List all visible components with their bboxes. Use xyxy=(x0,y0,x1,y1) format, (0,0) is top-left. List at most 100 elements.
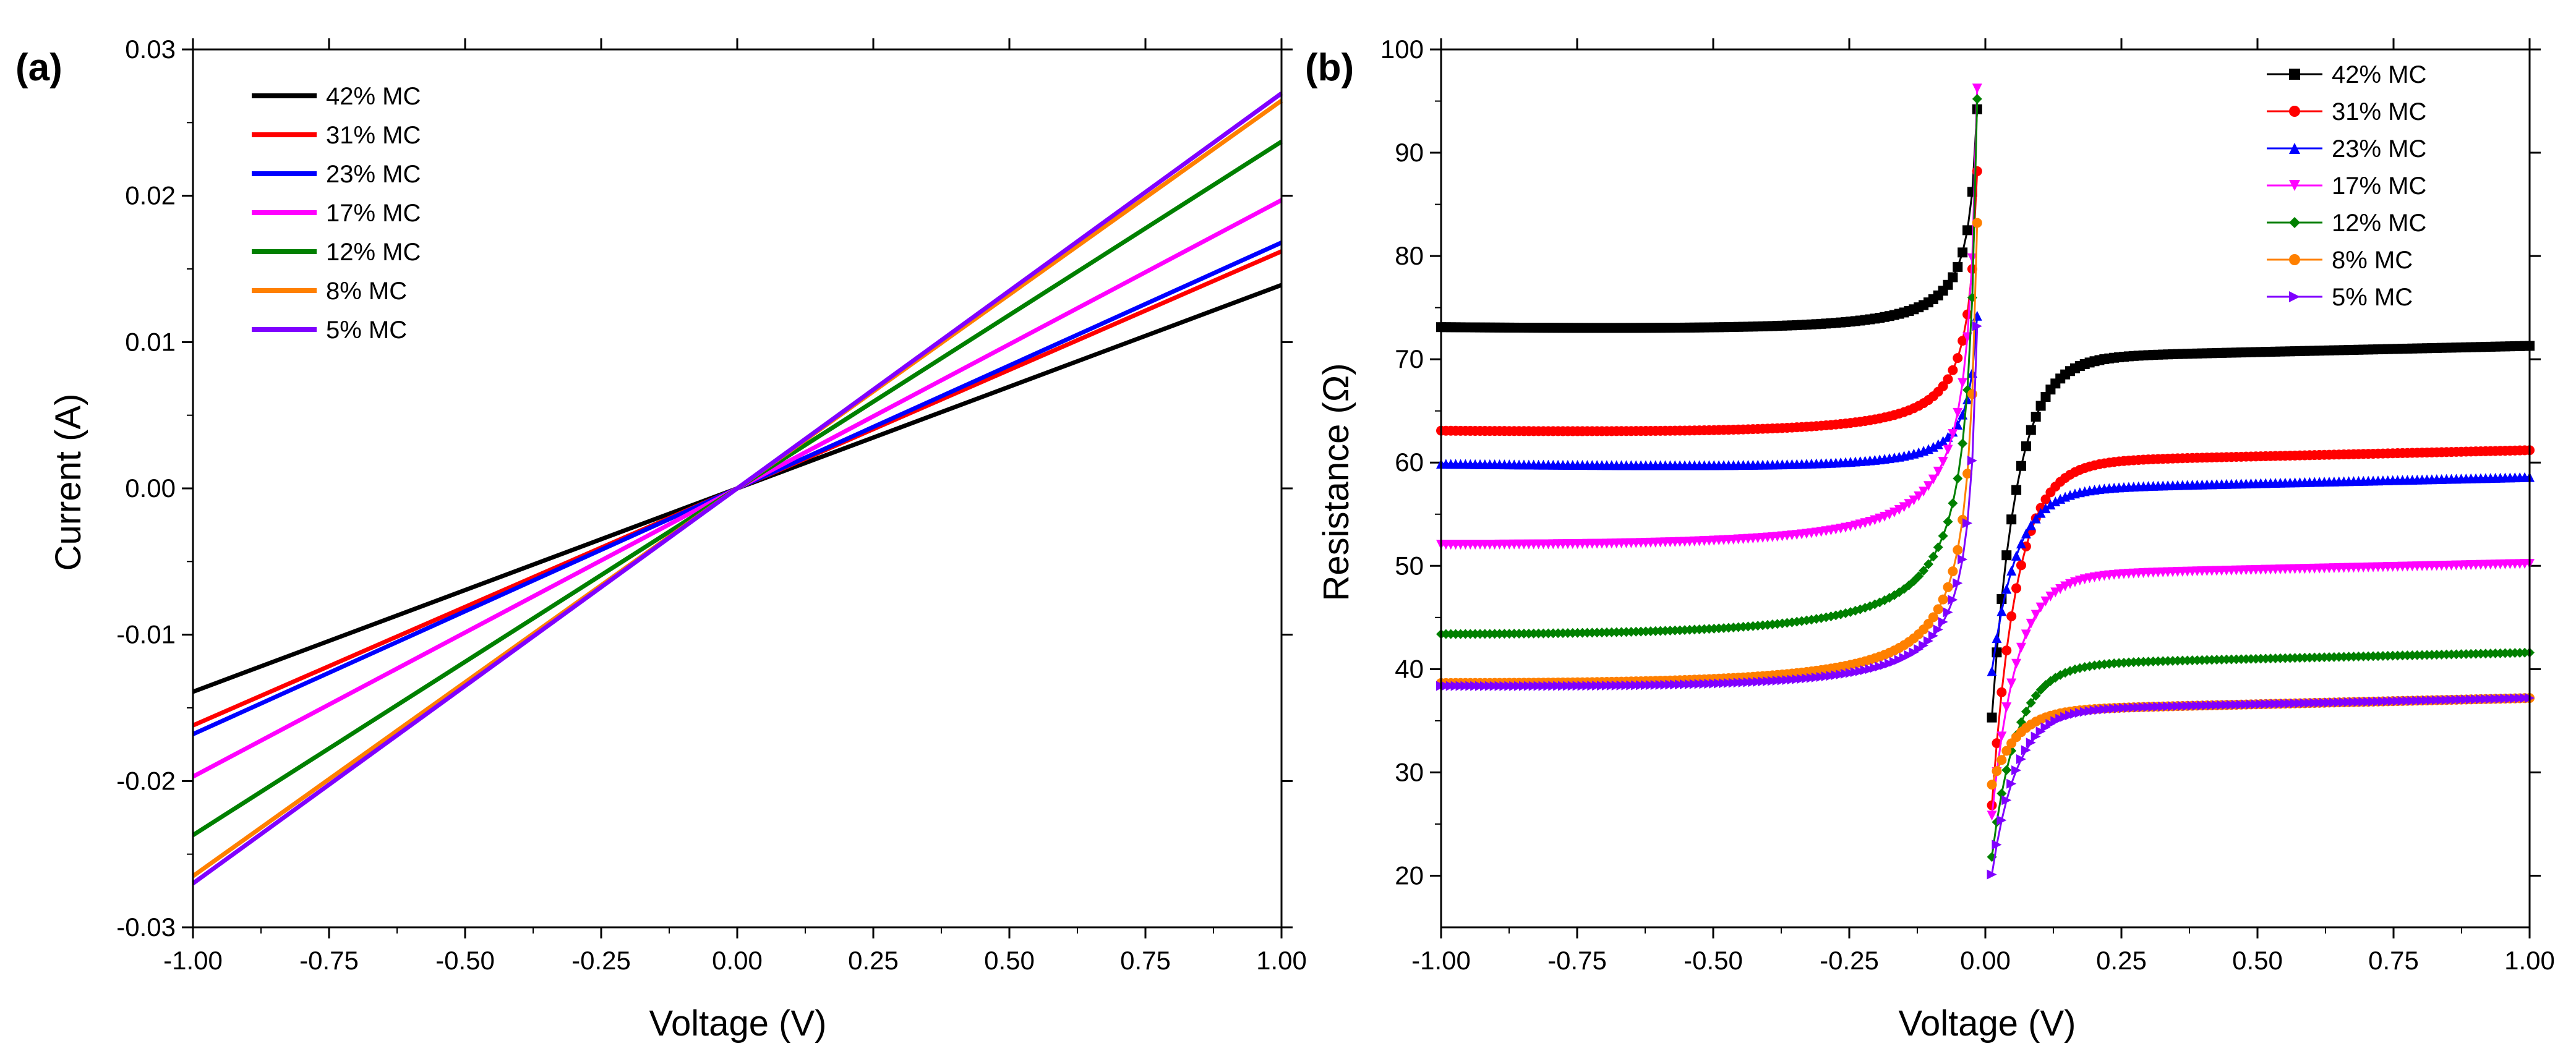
panel-b-data-point xyxy=(1899,502,1909,512)
panel-b-data-point xyxy=(1958,438,1968,449)
panel-b-data-point xyxy=(1992,766,2002,776)
panel-b-data-point xyxy=(1933,439,1943,449)
panel-b-data-point xyxy=(1919,566,1929,576)
panel-b-line-negative xyxy=(1440,98,1979,636)
panel-b-data-point xyxy=(2021,629,2031,640)
panel-b-data-point xyxy=(1948,498,1958,509)
panel-b-data-point xyxy=(1894,504,1904,515)
panel-b-data-point xyxy=(1943,516,1953,527)
panel-b-data-point xyxy=(2016,538,2026,549)
panel-b-x-tick-label: 1.00 xyxy=(2504,946,2555,975)
panel-b-legend-marker xyxy=(2289,254,2300,265)
panel-b-legend-marker xyxy=(2289,291,2300,302)
panel-b-x-tick-label: 0.75 xyxy=(2368,946,2419,975)
panel-b-x-tick-label: -0.25 xyxy=(1820,946,1879,975)
panel-b-data-point xyxy=(2026,618,2036,629)
panel-b-data-point xyxy=(1928,474,1938,485)
panel-b-data-point xyxy=(1987,666,1997,676)
panel-b-data-point xyxy=(2006,778,2017,789)
panel-b-line-positive xyxy=(1991,652,2530,857)
panel-b-line-positive xyxy=(1991,697,2530,875)
panel-b-data-point xyxy=(2011,765,2022,775)
panel-b-line-negative xyxy=(1440,223,1979,684)
panel-b-data-point xyxy=(2035,401,2046,411)
panel-b-series-31mc xyxy=(1436,166,2535,810)
panel-b-data-point xyxy=(1953,545,1963,555)
panel-b-data-point xyxy=(2050,587,2061,598)
panel-b-data-point xyxy=(1996,755,2007,765)
panel-b-data-point xyxy=(1948,365,1958,375)
panel-b-ticks: -1.00 -0.75 -0.50 -0.25 0.00 0.25 0.50 0.75 1.00… xyxy=(1380,35,2555,975)
panel-b-x-tick-label: -0.50 xyxy=(1684,946,1743,975)
panel-a-y-tick-label: -0.01 xyxy=(116,620,176,649)
panel-a-legend-label: 42% MC xyxy=(326,83,421,110)
panel-b-resistance-vs-voltage: (b) Resistance (Ω) Voltage (V) -1.00 -0.7… xyxy=(1305,35,2555,1044)
panel-b-legend-label: 42% MC xyxy=(2332,61,2426,88)
panel-b-data-point xyxy=(1958,378,1968,388)
panel-b-data-point xyxy=(1943,279,1953,290)
panel-b-data-point xyxy=(2030,412,2041,422)
panel-b-data-point xyxy=(1943,444,1953,455)
panel-b-series-23mc xyxy=(1436,310,2535,676)
panel-b-series-12mc xyxy=(1436,93,2535,862)
panel-b-data-point xyxy=(2045,591,2056,602)
panel-b-y-tick-label: 30 xyxy=(1395,757,1424,786)
panel-b-data-point xyxy=(2006,611,2017,621)
panel-a-legend-label: 8% MC xyxy=(326,278,407,305)
panel-b-legend-marker xyxy=(2289,180,2300,191)
panel-b-data-point xyxy=(2006,566,2017,576)
panel-b-label: (b) xyxy=(1305,46,1354,89)
panel-b-legend-marker xyxy=(2289,69,2300,80)
panel-b-data-point xyxy=(1938,616,1948,627)
panel-b-data-point xyxy=(2040,503,2051,514)
panel-b-legend-marker xyxy=(2289,106,2300,117)
panel-a-legend-label: 17% MC xyxy=(326,200,421,227)
panel-b-legend-label: 12% MC xyxy=(2332,210,2426,237)
panel-b-data-point xyxy=(2050,496,2061,507)
panel-b-data-point xyxy=(1933,466,1943,477)
panel-b-data-point xyxy=(1904,499,1914,509)
panel-b-data-point xyxy=(1996,606,2007,616)
panel-a-current-vs-voltage: (a) Current (A) Voltage (V) -1.00 -0.75 -0… xyxy=(15,35,1307,1044)
panel-b-x-tick-label: -0.75 xyxy=(1547,946,1607,975)
panel-b-data-point xyxy=(2030,513,2041,524)
panel-b-data-point xyxy=(2016,642,2026,653)
panel-b-data-point xyxy=(2016,754,2026,765)
panel-b-x-tick-label: 0.25 xyxy=(2096,946,2147,975)
panel-a-legend-label: 12% MC xyxy=(326,239,421,266)
panel-b-data-point xyxy=(1962,518,1973,529)
panel-a-x-tick-label: -0.25 xyxy=(571,946,631,975)
panel-b-data-point xyxy=(1948,429,1958,440)
panel-b-data-point xyxy=(2030,691,2041,701)
panel-b-data-point xyxy=(2001,765,2012,775)
panel-b-data-point xyxy=(1943,582,1953,592)
panel-b-data-point xyxy=(2055,584,2066,594)
panel-b-y-tick-label: 70 xyxy=(1395,344,1424,373)
panel-b-data-point xyxy=(1987,712,1997,723)
panel-b-data-point xyxy=(1958,336,1968,346)
panel-b-data-point xyxy=(2001,550,2012,561)
panel-b-data-point xyxy=(2030,610,2041,620)
panel-b-data-point xyxy=(2016,461,2026,471)
panel-b-data-point xyxy=(2001,584,2012,594)
panel-b-data-point xyxy=(2026,738,2036,748)
panel-a-x-tick-label: -0.75 xyxy=(299,946,359,975)
panel-b-data-point xyxy=(1943,374,1953,385)
panel-b-data-point xyxy=(1938,457,1948,467)
panel-b-data-point xyxy=(1962,469,1973,479)
panel-a-legend-label: 5% MC xyxy=(326,317,407,344)
panel-b-data-point xyxy=(1987,869,1997,880)
panel-b-data-point xyxy=(1928,551,1938,562)
panel-b-y-tick-label: 20 xyxy=(1395,861,1424,890)
panel-b-legend: 42% MC 31% MC 23% MC 17% MC 12% MC 8% MC 5% MC xyxy=(2267,61,2426,311)
panel-b-plot-frame xyxy=(1440,48,2531,929)
panel-b-data-point xyxy=(1953,262,1963,272)
panel-b-y-tick-label: 40 xyxy=(1395,654,1424,683)
panel-b-y-tick-label: 50 xyxy=(1395,551,1424,580)
panel-b-data-point xyxy=(2011,485,2022,495)
panel-b-data-point xyxy=(1953,407,1963,418)
panel-a-x-tick-label: 1.00 xyxy=(1256,946,1307,975)
panel-b-data-point xyxy=(1996,815,2007,825)
panel-b-data-point xyxy=(2021,441,2031,451)
